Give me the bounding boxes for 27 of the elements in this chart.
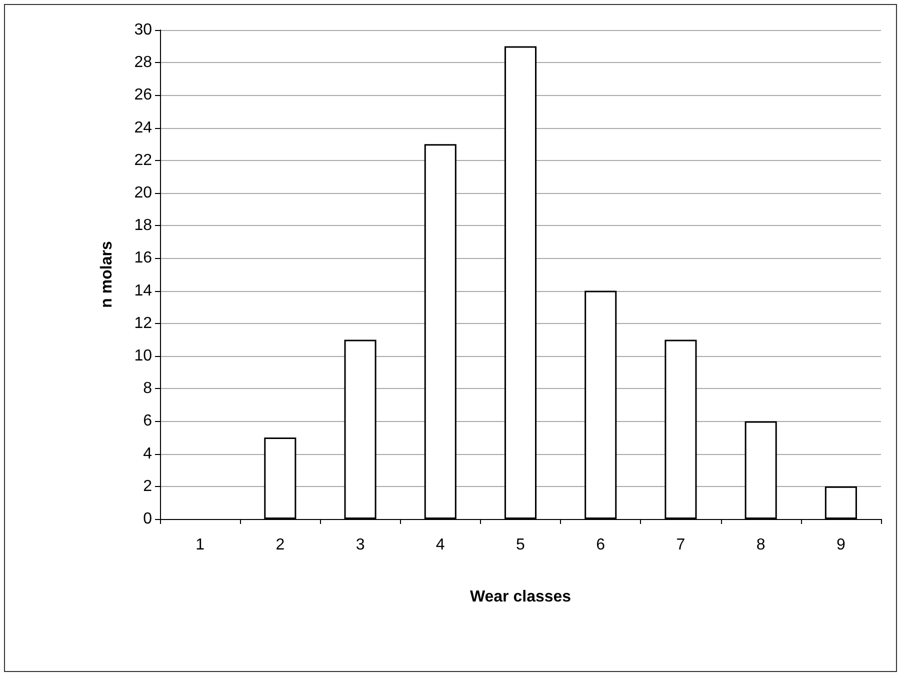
y-tick-label: 26 xyxy=(134,86,152,104)
x-tick-label: 1 xyxy=(196,536,205,554)
x-tick-label: 6 xyxy=(596,536,606,554)
y-tick-label: 16 xyxy=(134,250,152,267)
x-axis-title: Wear classes xyxy=(470,588,572,606)
y-tick-label: 22 xyxy=(134,152,152,169)
x-tick-label: 9 xyxy=(836,536,846,554)
y-tick-label: 14 xyxy=(134,282,152,300)
y-tick-label: 12 xyxy=(134,314,152,332)
y-tick-label: 8 xyxy=(143,380,152,398)
x-tick-label: 8 xyxy=(756,536,766,554)
x-tick-label: 2 xyxy=(276,536,285,554)
x-tick-label: 5 xyxy=(516,536,526,554)
y-tick-label: 24 xyxy=(134,119,152,136)
y-tick-label: 6 xyxy=(143,412,152,430)
x-tick-label: 4 xyxy=(436,536,445,554)
y-tick-label: 2 xyxy=(143,478,152,495)
y-tick-label: 0 xyxy=(143,510,152,528)
y-tick-label: 18 xyxy=(134,217,152,234)
y-tick-label: 10 xyxy=(134,348,152,364)
y-tick-label: 4 xyxy=(143,445,152,462)
y-tick-label: 20 xyxy=(134,184,152,202)
y-axis-title: n molars xyxy=(98,241,116,308)
x-tick-label: 7 xyxy=(676,536,686,554)
x-tick-label: 3 xyxy=(356,536,365,554)
y-tick-label: 28 xyxy=(134,54,152,72)
y-tick-label: 30 xyxy=(134,22,152,38)
